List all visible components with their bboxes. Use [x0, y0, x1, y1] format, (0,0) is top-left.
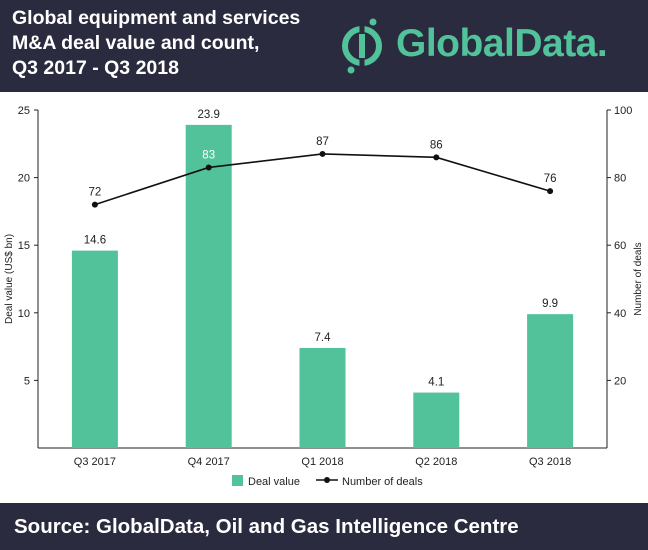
header-banner: Global equipment and services M&A deal v… [0, 0, 648, 92]
source-note: Source: GlobalData, Oil and Gas Intellig… [14, 515, 519, 538]
globaldata-logo: GlobalData. [336, 14, 636, 78]
y-axis-label: Deal value (US$ bn) [4, 234, 15, 324]
legend-swatch-deal-value [232, 475, 243, 486]
line-point [547, 188, 554, 195]
line-value-label: 72 [89, 187, 102, 199]
chart-area: 5 10 15 20 25 20 40 60 80 100 Deal value (US$ bn) N… [0, 92, 648, 503]
globaldata-logo-icon [342, 18, 382, 74]
x-tick-label: Q4 2017 [188, 456, 230, 468]
title-line-1: Global equipment and services [12, 7, 301, 29]
bar-value-label: 23.9 [198, 109, 220, 121]
x-tick-label: Q2 2018 [415, 456, 457, 468]
y2-tick-label: 40 [614, 308, 626, 320]
line-point [433, 154, 440, 161]
line-value-label: 83 [202, 149, 215, 161]
y-tick-label: 10 [18, 308, 30, 320]
bar-deal-value [527, 314, 574, 448]
line-value-label: 76 [544, 173, 557, 185]
bar-value-label: 14.6 [84, 235, 106, 247]
y-tick-label: 15 [18, 240, 30, 252]
bar-value-label: 7.4 [315, 332, 332, 344]
y-tick-label: 5 [24, 375, 30, 387]
y2-tick-label: 60 [614, 240, 626, 252]
legend-label-number-of-deals: Number of deals [342, 476, 423, 488]
y-tick-label: 20 [18, 173, 30, 185]
y2-tick-label: 80 [614, 173, 626, 185]
title-line-3: Q3 2017 - Q3 2018 [12, 57, 179, 79]
line-point [91, 201, 98, 208]
y2-axis-label: Number of deals [633, 242, 644, 315]
x-tick-label: Q3 2017 [74, 456, 116, 468]
logo-wordmark: GlobalData. [396, 22, 608, 65]
line-point [319, 150, 326, 157]
line-point [205, 164, 212, 171]
bar-deal-value [185, 124, 232, 448]
x-tick-label: Q1 2018 [301, 456, 343, 468]
bar-deal-value [71, 250, 118, 448]
line-value-label: 86 [430, 139, 443, 151]
line-number-of-deals [94, 153, 551, 206]
y2-tick-label: 100 [614, 105, 632, 117]
bar-deal-value [413, 392, 460, 448]
title-line-2: M&A deal value and count, [12, 32, 260, 54]
bar-value-label: 4.1 [428, 377, 444, 389]
legend-swatch-point [324, 477, 330, 483]
footer-banner: Source: GlobalData, Oil and Gas Intellig… [0, 503, 648, 550]
x-tick-label: Q3 2018 [529, 456, 571, 468]
combo-chart: 5 10 15 20 25 20 40 60 80 100 Deal value (US$ bn) N… [4, 105, 644, 488]
chart-title: Global equipment and services M&A deal v… [12, 6, 332, 81]
bar-deal-value [299, 347, 346, 448]
line-value-label: 87 [316, 136, 329, 148]
bar-value-label: 9.9 [542, 298, 558, 310]
y-tick-label: 25 [18, 105, 30, 117]
legend-label-deal-value: Deal value [248, 476, 300, 488]
y2-tick-label: 20 [614, 375, 626, 387]
